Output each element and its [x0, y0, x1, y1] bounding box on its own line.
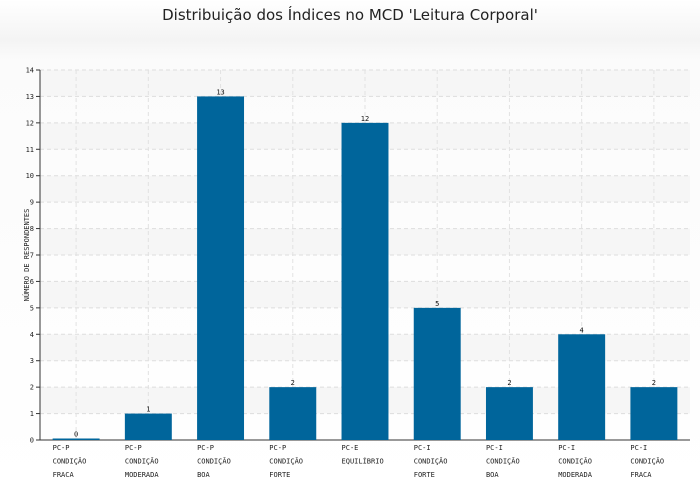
- y-axis-label: NÚMERO DE RESPONDENTES: [22, 209, 31, 302]
- bar: [124, 413, 172, 440]
- y-tick-label: 9: [30, 199, 34, 207]
- x-category-label: FORTE: [414, 471, 435, 479]
- y-tick-label: 5: [30, 304, 34, 312]
- x-category-label: EQUILÍBRIO: [342, 457, 384, 466]
- y-tick-label: 3: [30, 357, 34, 365]
- bar: [341, 122, 389, 440]
- y-tick-label: 7: [30, 252, 34, 260]
- x-category-label: MODERADA: [125, 471, 160, 479]
- data-label: 13: [216, 88, 224, 96]
- bar: [558, 334, 606, 440]
- data-labels: 0 1 13 2 12 5 2 4 2: [74, 88, 656, 438]
- data-label: 12: [361, 115, 369, 123]
- y-tick-label: 6: [30, 278, 34, 286]
- x-category-label: CONDIÇÃO: [269, 457, 303, 466]
- x-category-label: PC-P: [125, 444, 142, 452]
- chart-title: Distribuição dos Índices no MCD 'Leitura…: [162, 6, 538, 24]
- y-tick-label: 8: [30, 225, 34, 233]
- x-category-label: FORTE: [269, 471, 290, 479]
- y-tick-label: 0: [30, 437, 34, 445]
- x-category-label: BOA: [197, 471, 210, 479]
- bar: [52, 438, 100, 440]
- data-label: 2: [507, 379, 511, 387]
- data-label: 0: [74, 431, 78, 439]
- x-category-label: CONDIÇÃO: [414, 457, 448, 466]
- x-category-label: CONDIÇÃO: [630, 457, 664, 466]
- x-category-label: CONDIÇÃO: [558, 457, 592, 466]
- bar: [413, 307, 461, 440]
- bar: [269, 387, 317, 440]
- x-category-label: CONDIÇÃO: [125, 457, 159, 466]
- data-label: 2: [291, 379, 295, 387]
- y-tick-label: 10: [26, 172, 34, 180]
- x-category-label: PC-I: [630, 444, 647, 452]
- x-category-label: PC-I: [486, 444, 503, 452]
- x-category-label: PC-E: [342, 444, 359, 452]
- y-tick-label: 14: [26, 67, 34, 75]
- y-tick-label: 4: [30, 331, 34, 339]
- x-category-label: PC-I: [414, 444, 431, 452]
- y-tick-label: 11: [26, 146, 34, 154]
- bar: [197, 96, 245, 440]
- x-category-label: FRACA: [53, 471, 75, 479]
- bars: [52, 96, 678, 440]
- y-tick-label: 2: [30, 384, 34, 392]
- x-category-label: CONDIÇÃO: [53, 457, 87, 466]
- bar: [485, 387, 533, 440]
- x-category-label: PC-I: [558, 444, 575, 452]
- x-category-label: CONDIÇÃO: [486, 457, 520, 466]
- x-category-label: MODERADA: [558, 471, 593, 479]
- bar: [630, 387, 678, 440]
- data-label: 1: [146, 406, 150, 414]
- data-label: 4: [580, 326, 584, 334]
- y-tick-label: 12: [26, 119, 34, 127]
- y-tick-label: 13: [26, 93, 34, 101]
- x-category-label: PC-P: [269, 444, 286, 452]
- x-category-label: PC-P: [197, 444, 214, 452]
- data-label: 5: [435, 300, 439, 308]
- x-category-label: CONDIÇÃO: [197, 457, 231, 466]
- y-tick-label: 1: [30, 410, 34, 418]
- x-category-label: FRACA: [630, 471, 652, 479]
- data-label: 2: [652, 379, 656, 387]
- x-category-labels: PC-P CONDIÇÃO FRACA PC-P CONDIÇÃO MODERADA PC-…: [53, 444, 664, 479]
- x-category-label: BOA: [486, 471, 499, 479]
- x-category-label: PC-P: [53, 444, 70, 452]
